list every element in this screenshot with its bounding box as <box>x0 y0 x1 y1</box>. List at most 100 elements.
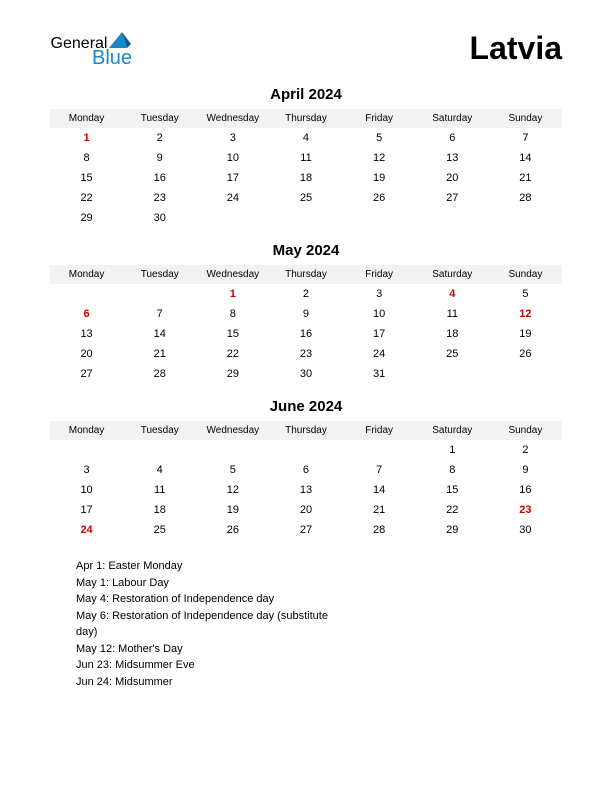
calendar-month: April 2024 MondayTuesdayWednesdayThursday… <box>50 86 562 228</box>
weekday-header: Monday <box>50 265 123 284</box>
calendar-cell: 30 <box>123 208 196 228</box>
weekday-header: Wednesday <box>196 265 269 284</box>
calendar-cell: 3 <box>50 460 123 480</box>
calendar-cell <box>50 284 123 304</box>
calendar-cell: 6 <box>416 128 489 148</box>
calendar-cell: 26 <box>489 344 562 364</box>
calendar-table: MondayTuesdayWednesdayThursdayFridaySatu… <box>50 265 562 384</box>
calendar-cell: 13 <box>416 148 489 168</box>
calendar-cell: 22 <box>416 500 489 520</box>
weekday-header: Monday <box>50 421 123 440</box>
month-title: May 2024 <box>50 242 562 259</box>
calendar-cell: 7 <box>489 128 562 148</box>
weekday-header: Sunday <box>489 265 562 284</box>
holiday-entry: Jun 24: Midsummer <box>76 674 350 691</box>
calendar-cell: 22 <box>50 188 123 208</box>
weekday-header: Sunday <box>489 421 562 440</box>
month-title: June 2024 <box>50 398 562 415</box>
calendar-cell: 12 <box>343 148 416 168</box>
calendar-cell <box>416 208 489 228</box>
calendar-cell: 17 <box>50 500 123 520</box>
calendar-cell: 20 <box>50 344 123 364</box>
weekday-header: Saturday <box>416 109 489 128</box>
calendar-cell: 7 <box>343 460 416 480</box>
calendar-table: MondayTuesdayWednesdayThursdayFridaySatu… <box>50 109 562 228</box>
calendar-month: June 2024 MondayTuesdayWednesdayThursdayF… <box>50 398 562 540</box>
calendar-cell: 17 <box>343 324 416 344</box>
weekday-header: Sunday <box>489 109 562 128</box>
holiday-entry: May 12: Mother's Day <box>76 641 350 658</box>
calendar-cell <box>343 440 416 460</box>
calendar-row: 2728293031 <box>50 364 562 384</box>
weekday-header: Thursday <box>269 265 342 284</box>
calendar-cell: 16 <box>489 480 562 500</box>
calendar-cell: 24 <box>343 344 416 364</box>
calendar-table: MondayTuesdayWednesdayThursdayFridaySatu… <box>50 421 562 540</box>
weekday-header: Tuesday <box>123 109 196 128</box>
weekday-header: Friday <box>343 265 416 284</box>
calendar-row: 20212223242526 <box>50 344 562 364</box>
weekday-header: Wednesday <box>196 421 269 440</box>
calendar-cell: 23 <box>489 500 562 520</box>
weekday-header: Friday <box>343 421 416 440</box>
calendar-cell: 14 <box>123 324 196 344</box>
calendar-cell <box>196 208 269 228</box>
calendar-cell: 5 <box>196 460 269 480</box>
calendar-cell: 8 <box>196 304 269 324</box>
calendar-cell: 20 <box>269 500 342 520</box>
holiday-entry: May 6: Restoration of Independence day (… <box>76 608 350 641</box>
calendar-cell: 28 <box>343 520 416 540</box>
calendar-cell: 4 <box>123 460 196 480</box>
calendar-cell: 11 <box>123 480 196 500</box>
calendar-row: 1234567 <box>50 128 562 148</box>
calendar-cell: 12 <box>489 304 562 324</box>
month-title: April 2024 <box>50 86 562 103</box>
calendar-cell: 28 <box>489 188 562 208</box>
weekday-header: Thursday <box>269 421 342 440</box>
calendar-cell <box>489 208 562 228</box>
weekday-header: Thursday <box>269 109 342 128</box>
calendars-container: April 2024MondayTuesdayWednesdayThursday… <box>50 86 562 540</box>
calendar-cell: 8 <box>416 460 489 480</box>
calendar-cell: 29 <box>416 520 489 540</box>
calendar-cell <box>123 284 196 304</box>
calendar-cell: 18 <box>123 500 196 520</box>
calendar-cell: 5 <box>489 284 562 304</box>
calendar-cell: 26 <box>343 188 416 208</box>
calendar-cell: 4 <box>416 284 489 304</box>
weekday-header: Monday <box>50 109 123 128</box>
calendar-cell: 15 <box>196 324 269 344</box>
calendar-cell: 2 <box>123 128 196 148</box>
calendar-cell: 29 <box>50 208 123 228</box>
calendar-cell: 8 <box>50 148 123 168</box>
calendar-cell: 7 <box>123 304 196 324</box>
calendar-cell: 23 <box>269 344 342 364</box>
calendar-cell <box>269 440 342 460</box>
calendar-cell <box>123 440 196 460</box>
calendar-cell: 10 <box>343 304 416 324</box>
calendar-cell <box>269 208 342 228</box>
calendar-cell <box>416 364 489 384</box>
weekday-header: Saturday <box>416 265 489 284</box>
calendar-cell: 18 <box>269 168 342 188</box>
calendar-cell: 19 <box>196 500 269 520</box>
calendar-cell: 4 <box>269 128 342 148</box>
calendar-row: 22232425262728 <box>50 188 562 208</box>
calendar-cell: 9 <box>489 460 562 480</box>
weekday-header: Saturday <box>416 421 489 440</box>
country-title: Latvia <box>470 30 562 67</box>
holiday-entry: Apr 1: Easter Monday <box>76 558 350 575</box>
calendar-row: 24252627282930 <box>50 520 562 540</box>
calendar-cell: 28 <box>123 364 196 384</box>
calendar-cell: 25 <box>123 520 196 540</box>
calendar-cell: 21 <box>123 344 196 364</box>
calendar-cell: 22 <box>196 344 269 364</box>
calendar-row: 6789101112 <box>50 304 562 324</box>
calendar-cell: 16 <box>269 324 342 344</box>
calendar-cell: 20 <box>416 168 489 188</box>
calendar-cell: 27 <box>50 364 123 384</box>
calendar-cell: 10 <box>50 480 123 500</box>
calendar-cell: 6 <box>50 304 123 324</box>
calendar-cell: 29 <box>196 364 269 384</box>
calendar-cell: 1 <box>50 128 123 148</box>
